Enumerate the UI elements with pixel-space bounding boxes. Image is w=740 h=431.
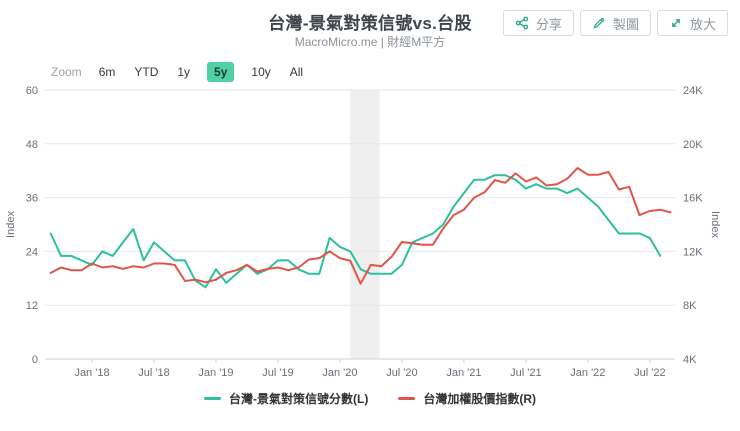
y-left-tick-label: 12 xyxy=(26,300,38,312)
y-left-tick-label: 24 xyxy=(26,246,38,258)
pencil-icon xyxy=(592,16,606,30)
chart-legend: 台灣-景氣對策信號分數(L) 台灣加權股價指數(R) xyxy=(0,390,740,407)
y-left-tick-label: 0 xyxy=(32,354,38,366)
header-buttons: 分享 製圖 放大 xyxy=(502,10,728,36)
legend-item-taiex[interactable]: 台灣加權股價指數(R) xyxy=(398,390,536,407)
range-button-5y[interactable]: 5y xyxy=(207,62,235,82)
range-button-1y[interactable]: 1y xyxy=(177,65,191,79)
x-tick-label: Jul '22 xyxy=(634,367,665,379)
y-right-tick-label: 8K xyxy=(683,300,697,312)
chart-source-subtitle: MacroMicro.me | 財經M平方 xyxy=(294,35,446,49)
make-chart-button-label: 製圖 xyxy=(612,16,639,32)
x-tick-label: Jan '18 xyxy=(74,367,109,379)
y-right-tick-label: 4K xyxy=(683,354,697,366)
y-right-tick-label: 12K xyxy=(683,246,703,258)
share-nodes-icon xyxy=(515,16,529,30)
zoom-label: Zoom xyxy=(51,65,82,79)
taiex-series-swatch xyxy=(398,397,416,400)
x-tick-label: Jan '21 xyxy=(446,367,481,379)
share-button[interactable]: 分享 xyxy=(502,10,574,36)
range-button-10y[interactable]: 10y xyxy=(251,65,271,79)
taiex-series-line xyxy=(49,167,672,285)
y-right-tick-label: 24K xyxy=(683,85,703,97)
zoom-toolbar: Zoom 6m YTD 1y 5y 10y All xyxy=(51,62,305,82)
y-left-tick-label: 48 xyxy=(26,139,38,151)
range-button-6m[interactable]: 6m xyxy=(98,65,116,79)
y-left-tick-label: 60 xyxy=(26,85,38,97)
x-tick-label: Jul '18 xyxy=(138,367,169,379)
make-chart-button[interactable]: 製圖 xyxy=(579,10,651,36)
x-tick-label: Jan '19 xyxy=(198,367,233,379)
legend-item-signal[interactable]: 台灣-景氣對策信號分數(L) xyxy=(204,390,368,407)
taiex-series-label: 台灣加權股價指數(R) xyxy=(423,392,536,406)
y-right-tick-label: 20K xyxy=(683,139,703,151)
enlarge-button[interactable]: 放大 xyxy=(656,10,728,36)
signal-series-swatch xyxy=(204,397,221,400)
x-tick-label: Jul '20 xyxy=(386,367,417,379)
signal-series-label: 台灣-景氣對策信號分數(L) xyxy=(229,392,369,406)
x-tick-label: Jan '22 xyxy=(570,367,605,379)
enlarge-button-label: 放大 xyxy=(689,16,716,32)
y-right-axis-title: Index xyxy=(709,211,721,238)
page-title: 台灣-景氣對策信號vs.台股 xyxy=(268,14,472,33)
x-tick-label: Jul '19 xyxy=(262,367,293,379)
x-tick-label: Jan '20 xyxy=(322,367,357,379)
range-button-all[interactable]: All xyxy=(289,65,304,79)
share-button-label: 分享 xyxy=(535,16,562,32)
recession-band xyxy=(350,90,380,359)
y-right-tick-label: 16K xyxy=(683,193,703,205)
signal-series-line xyxy=(49,174,662,289)
x-tick-label: Jul '21 xyxy=(510,367,541,379)
y-left-axis-title: Index xyxy=(5,211,17,238)
y-left-tick-label: 36 xyxy=(26,193,38,205)
expand-icon xyxy=(669,16,683,30)
range-button-ytd[interactable]: YTD xyxy=(134,65,159,79)
